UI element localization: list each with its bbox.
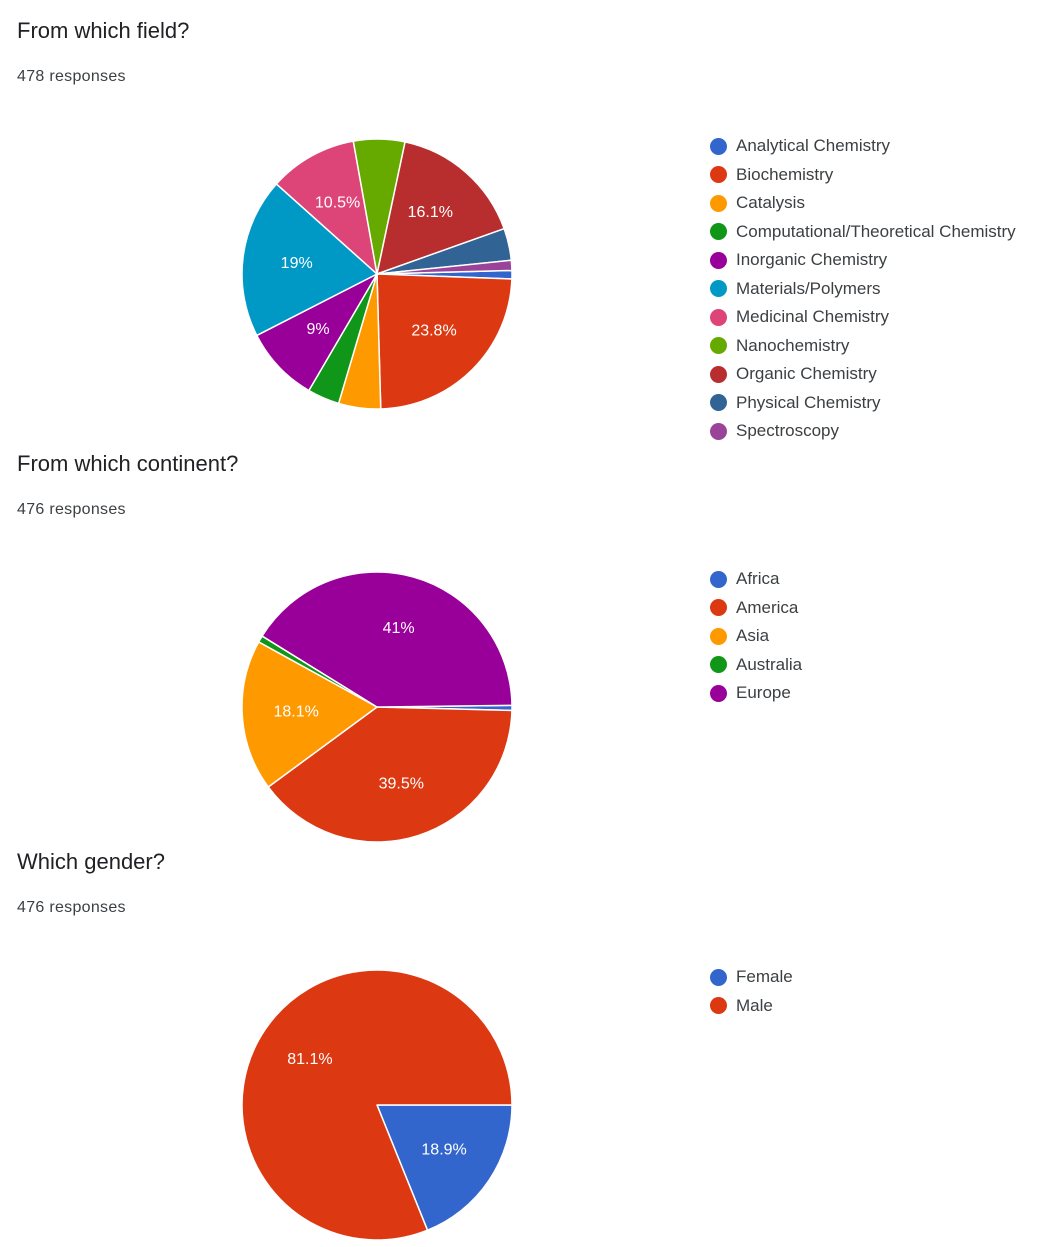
continent-slice-label-asia: 18.1% bbox=[274, 704, 319, 721]
continent-slice-asia[interactable] bbox=[241, 641, 378, 788]
continent-chart-section: From which continent? 476 responses 39.5… bbox=[0, 451, 1041, 851]
legend-label: Europe bbox=[736, 683, 791, 703]
field-slice-label-organic-chemistry: 16.1% bbox=[408, 204, 453, 221]
gender-chart-section: Which gender? 476 responses 18.9% 81.1% F… bbox=[0, 849, 1041, 1247]
legend-swatch-icon bbox=[710, 308, 727, 326]
continent-slice-label-america: 39.5% bbox=[379, 776, 424, 793]
legend-swatch-icon bbox=[710, 137, 727, 155]
continent-response-count: 476 responses bbox=[17, 501, 126, 518]
legend-label: Medicinal Chemistry bbox=[736, 307, 890, 327]
continent-legend-item-europe[interactable]: Europe bbox=[710, 679, 802, 708]
legend-swatch-icon bbox=[710, 684, 727, 702]
legend-label: Female bbox=[736, 967, 793, 987]
field-response-count: 478 responses bbox=[17, 68, 126, 85]
legend-label: Organic Chemistry bbox=[736, 364, 877, 384]
legend-swatch-icon bbox=[710, 394, 727, 412]
field-legend-item-nanochemistry[interactable]: Nanochemistry bbox=[710, 332, 1016, 361]
gender-question-title: Which gender? bbox=[17, 849, 165, 874]
legend-label: Asia bbox=[736, 626, 770, 646]
field-legend-item-physical-chemistry[interactable]: Physical Chemistry bbox=[710, 389, 1016, 418]
legend-swatch-icon bbox=[710, 570, 727, 588]
gender-legend: Female Male bbox=[710, 963, 793, 1020]
legend-swatch-icon bbox=[710, 223, 727, 241]
field-slice-organic-chemistry[interactable] bbox=[376, 141, 505, 275]
field-slice-spectroscopy[interactable] bbox=[376, 259, 513, 275]
legend-swatch-icon bbox=[710, 627, 727, 645]
legend-swatch-icon bbox=[710, 997, 727, 1015]
gender-legend-item-female[interactable]: Female bbox=[710, 963, 793, 992]
field-slice-medicinal-chemistry[interactable] bbox=[275, 140, 378, 275]
continent-slice-america[interactable] bbox=[267, 706, 513, 843]
field-legend-item-analytical-chemistry[interactable]: Analytical Chemistry bbox=[710, 132, 1016, 161]
legend-label: Materials/Polymers bbox=[736, 278, 881, 298]
gender-response-count: 476 responses bbox=[17, 899, 126, 916]
continent-legend-item-australia[interactable]: Australia bbox=[710, 651, 802, 680]
legend-swatch-icon bbox=[710, 365, 727, 383]
field-legend-item-computational-theoretical-chemistry[interactable]: Computational/Theoretical Chemistry bbox=[710, 218, 1016, 247]
continent-slice-label-europe: 41% bbox=[383, 620, 415, 637]
legend-label: Australia bbox=[736, 654, 803, 674]
legend-swatch-icon bbox=[710, 599, 727, 617]
legend-swatch-icon bbox=[710, 968, 727, 986]
continent-legend: Africa America Asia Australia Europe bbox=[710, 565, 802, 708]
legend-swatch-icon bbox=[710, 251, 727, 269]
legend-label: Physical Chemistry bbox=[736, 392, 881, 412]
field-legend: Analytical Chemistry Biochemistry Catalysi… bbox=[710, 132, 1016, 446]
field-slice-materials-polymers[interactable] bbox=[241, 183, 378, 337]
legend-label: Analytical Chemistry bbox=[736, 136, 890, 156]
field-legend-item-medicinal-chemistry[interactable]: Medicinal Chemistry bbox=[710, 303, 1016, 332]
gender-legend-item-male[interactable]: Male bbox=[710, 992, 793, 1021]
legend-label: Biochemistry bbox=[736, 164, 834, 184]
field-slice-biochemistry[interactable] bbox=[376, 273, 513, 410]
field-slice-label-inorganic-chemistry: 9% bbox=[307, 321, 330, 338]
legend-swatch-icon bbox=[710, 280, 727, 298]
legend-label: Catalysis bbox=[736, 193, 805, 213]
continent-legend-item-america[interactable]: America bbox=[710, 594, 802, 623]
field-legend-item-spectroscopy[interactable]: Spectroscopy bbox=[710, 417, 1016, 446]
legend-swatch-icon bbox=[710, 337, 727, 355]
gender-slice-female[interactable] bbox=[376, 1104, 513, 1231]
legend-swatch-icon bbox=[710, 166, 727, 184]
field-legend-item-organic-chemistry[interactable]: Organic Chemistry bbox=[710, 360, 1016, 389]
field-chart-section: From which field? 478 responses 23.8% 9% 1… bbox=[0, 18, 1041, 448]
field-pie-chart: 23.8% 9% 19% 10.5% 16.1% bbox=[241, 138, 513, 410]
field-slice-label-materials-polymers: 19% bbox=[281, 255, 313, 272]
field-legend-item-biochemistry[interactable]: Biochemistry bbox=[710, 161, 1016, 190]
field-legend-item-catalysis[interactable]: Catalysis bbox=[710, 189, 1016, 218]
field-legend-item-materials-polymers[interactable]: Materials/Polymers bbox=[710, 275, 1016, 304]
field-legend-item-inorganic-chemistry[interactable]: Inorganic Chemistry bbox=[710, 246, 1016, 275]
continent-legend-item-asia[interactable]: Asia bbox=[710, 622, 802, 651]
continent-slice-europe[interactable] bbox=[261, 571, 513, 708]
continent-legend-item-africa[interactable]: Africa bbox=[710, 565, 802, 594]
field-slice-label-medicinal-chemistry: 10.5% bbox=[315, 195, 360, 212]
legend-swatch-icon bbox=[710, 422, 727, 440]
gender-slice-label-male: 81.1% bbox=[287, 1051, 332, 1068]
legend-swatch-icon bbox=[710, 656, 727, 674]
legend-label: Male bbox=[736, 995, 773, 1015]
gender-slice-male[interactable] bbox=[241, 969, 513, 1241]
legend-label: Nanochemistry bbox=[736, 335, 850, 355]
continent-question-title: From which continent? bbox=[17, 451, 239, 476]
continent-pie-chart: 39.5% 18.1% 41% bbox=[241, 571, 513, 843]
legend-label: America bbox=[736, 597, 799, 617]
gender-slice-label-female: 18.9% bbox=[421, 1142, 466, 1159]
legend-label: Spectroscopy bbox=[736, 421, 839, 441]
gender-pie-chart: 18.9% 81.1% bbox=[241, 969, 513, 1241]
legend-label: Inorganic Chemistry bbox=[736, 250, 888, 270]
legend-swatch-icon bbox=[710, 194, 727, 212]
legend-label: Computational/Theoretical Chemistry bbox=[736, 221, 1016, 241]
field-slice-label-biochemistry: 23.8% bbox=[411, 323, 456, 340]
field-question-title: From which field? bbox=[17, 18, 190, 43]
legend-label: Africa bbox=[736, 569, 780, 589]
